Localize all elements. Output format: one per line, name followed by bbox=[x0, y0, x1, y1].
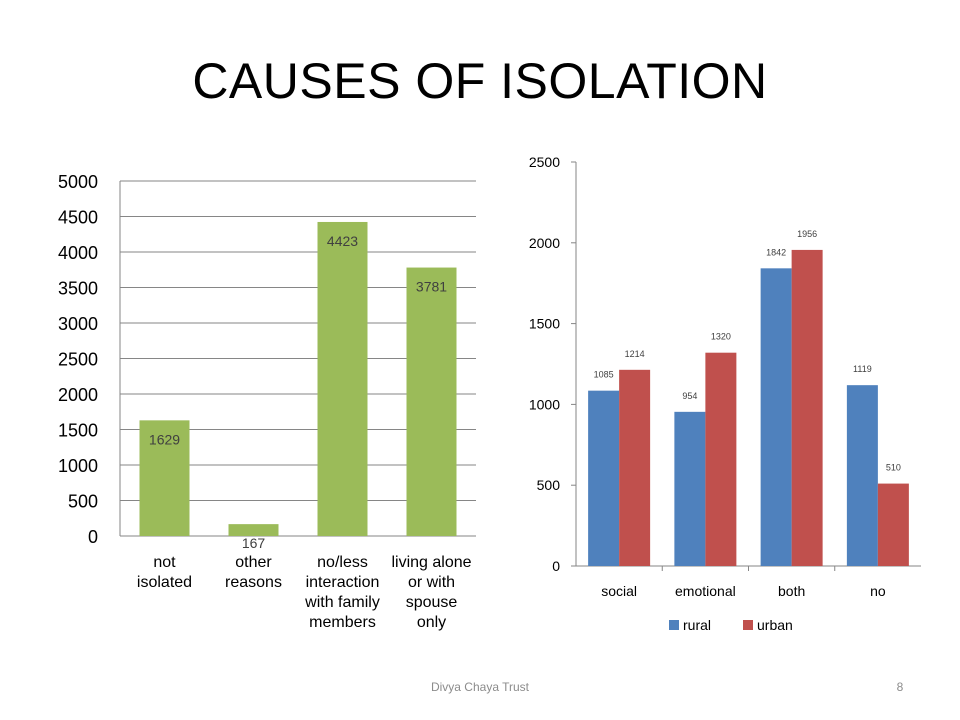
data-label: 954 bbox=[682, 391, 697, 401]
y-tick-label: 2500 bbox=[58, 350, 98, 370]
y-tick-label: 3500 bbox=[58, 279, 98, 299]
x-tick-label: other bbox=[235, 554, 272, 571]
data-label: 1119 bbox=[853, 364, 872, 374]
x-tick-label: interaction bbox=[306, 574, 380, 591]
x-tick-label: or with bbox=[408, 574, 455, 591]
bar-urban bbox=[705, 352, 737, 566]
bar-rural bbox=[760, 268, 792, 566]
x-tick-label: emotional bbox=[675, 583, 736, 599]
x-tick-label: spouse bbox=[406, 594, 458, 611]
x-tick-label: both bbox=[778, 583, 805, 599]
data-label: 4423 bbox=[327, 233, 358, 249]
bar-rural bbox=[674, 411, 706, 566]
x-tick-label: only bbox=[417, 614, 446, 631]
y-tick-label: 1500 bbox=[529, 316, 560, 332]
y-tick-label: 3000 bbox=[58, 314, 98, 334]
x-tick-label: reasons bbox=[225, 574, 282, 591]
y-tick-label: 4000 bbox=[58, 243, 98, 263]
data-label: 1320 bbox=[711, 332, 731, 342]
bar-rural bbox=[588, 390, 620, 566]
legend-label: rural bbox=[683, 617, 711, 633]
data-label: 1085 bbox=[594, 370, 614, 380]
y-tick-label: 4500 bbox=[58, 208, 98, 228]
legend-label: urban bbox=[757, 617, 793, 633]
y-tick-label: 2000 bbox=[529, 235, 560, 251]
y-tick-label: 1000 bbox=[529, 396, 560, 412]
y-tick-label: 500 bbox=[68, 492, 98, 512]
bar-urban bbox=[619, 369, 651, 566]
x-tick-label: no bbox=[870, 583, 886, 599]
slide-title: CAUSES OF ISOLATION bbox=[192, 53, 768, 109]
bar-urban bbox=[877, 483, 909, 566]
y-tick-label: 0 bbox=[552, 558, 560, 574]
slide-page-number: 8 bbox=[896, 680, 904, 694]
y-tick-label: 1000 bbox=[58, 456, 98, 476]
x-tick-label: with family bbox=[304, 594, 380, 611]
y-tick-label: 2500 bbox=[529, 154, 560, 170]
y-tick-label: 0 bbox=[88, 527, 98, 547]
x-tick-label: living alone bbox=[391, 554, 471, 571]
legend-swatch bbox=[743, 620, 753, 630]
y-tick-label: 500 bbox=[537, 477, 561, 493]
y-tick-label: 1500 bbox=[58, 421, 98, 441]
data-label: 1629 bbox=[149, 431, 180, 447]
bar bbox=[406, 267, 457, 536]
y-tick-label: 5000 bbox=[58, 172, 98, 192]
data-label: 167 bbox=[242, 535, 266, 551]
data-label: 1956 bbox=[797, 229, 817, 239]
footer-source: Divya Chaya Trust bbox=[430, 680, 530, 694]
x-tick-label: not bbox=[153, 554, 176, 571]
legend-swatch bbox=[669, 620, 679, 630]
bar bbox=[317, 221, 368, 537]
x-tick-label: social bbox=[601, 583, 637, 599]
x-tick-label: isolated bbox=[137, 574, 192, 591]
data-label: 1842 bbox=[766, 247, 786, 257]
bar bbox=[228, 524, 279, 536]
data-label: 3781 bbox=[416, 279, 447, 295]
data-label: 1214 bbox=[625, 349, 645, 359]
x-tick-label: members bbox=[309, 614, 376, 631]
bar-urban bbox=[791, 249, 823, 566]
bar-rural bbox=[846, 385, 878, 566]
bar bbox=[139, 420, 190, 536]
data-label: 510 bbox=[886, 463, 901, 473]
x-tick-label: no/less bbox=[317, 554, 368, 571]
y-tick-label: 2000 bbox=[58, 385, 98, 405]
